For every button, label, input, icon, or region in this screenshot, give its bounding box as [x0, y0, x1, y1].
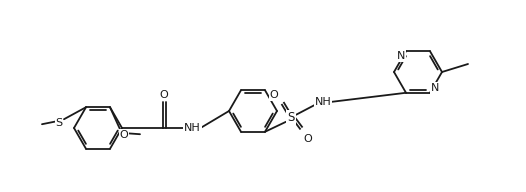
Text: O: O — [304, 134, 312, 144]
Text: N: N — [431, 83, 439, 93]
Text: O: O — [270, 90, 278, 100]
Text: NH: NH — [184, 123, 201, 133]
Text: NH: NH — [315, 97, 331, 107]
Text: O: O — [119, 130, 128, 140]
Text: S: S — [55, 118, 63, 128]
Text: O: O — [159, 90, 168, 100]
Text: N: N — [397, 51, 405, 61]
Text: S: S — [287, 111, 295, 124]
